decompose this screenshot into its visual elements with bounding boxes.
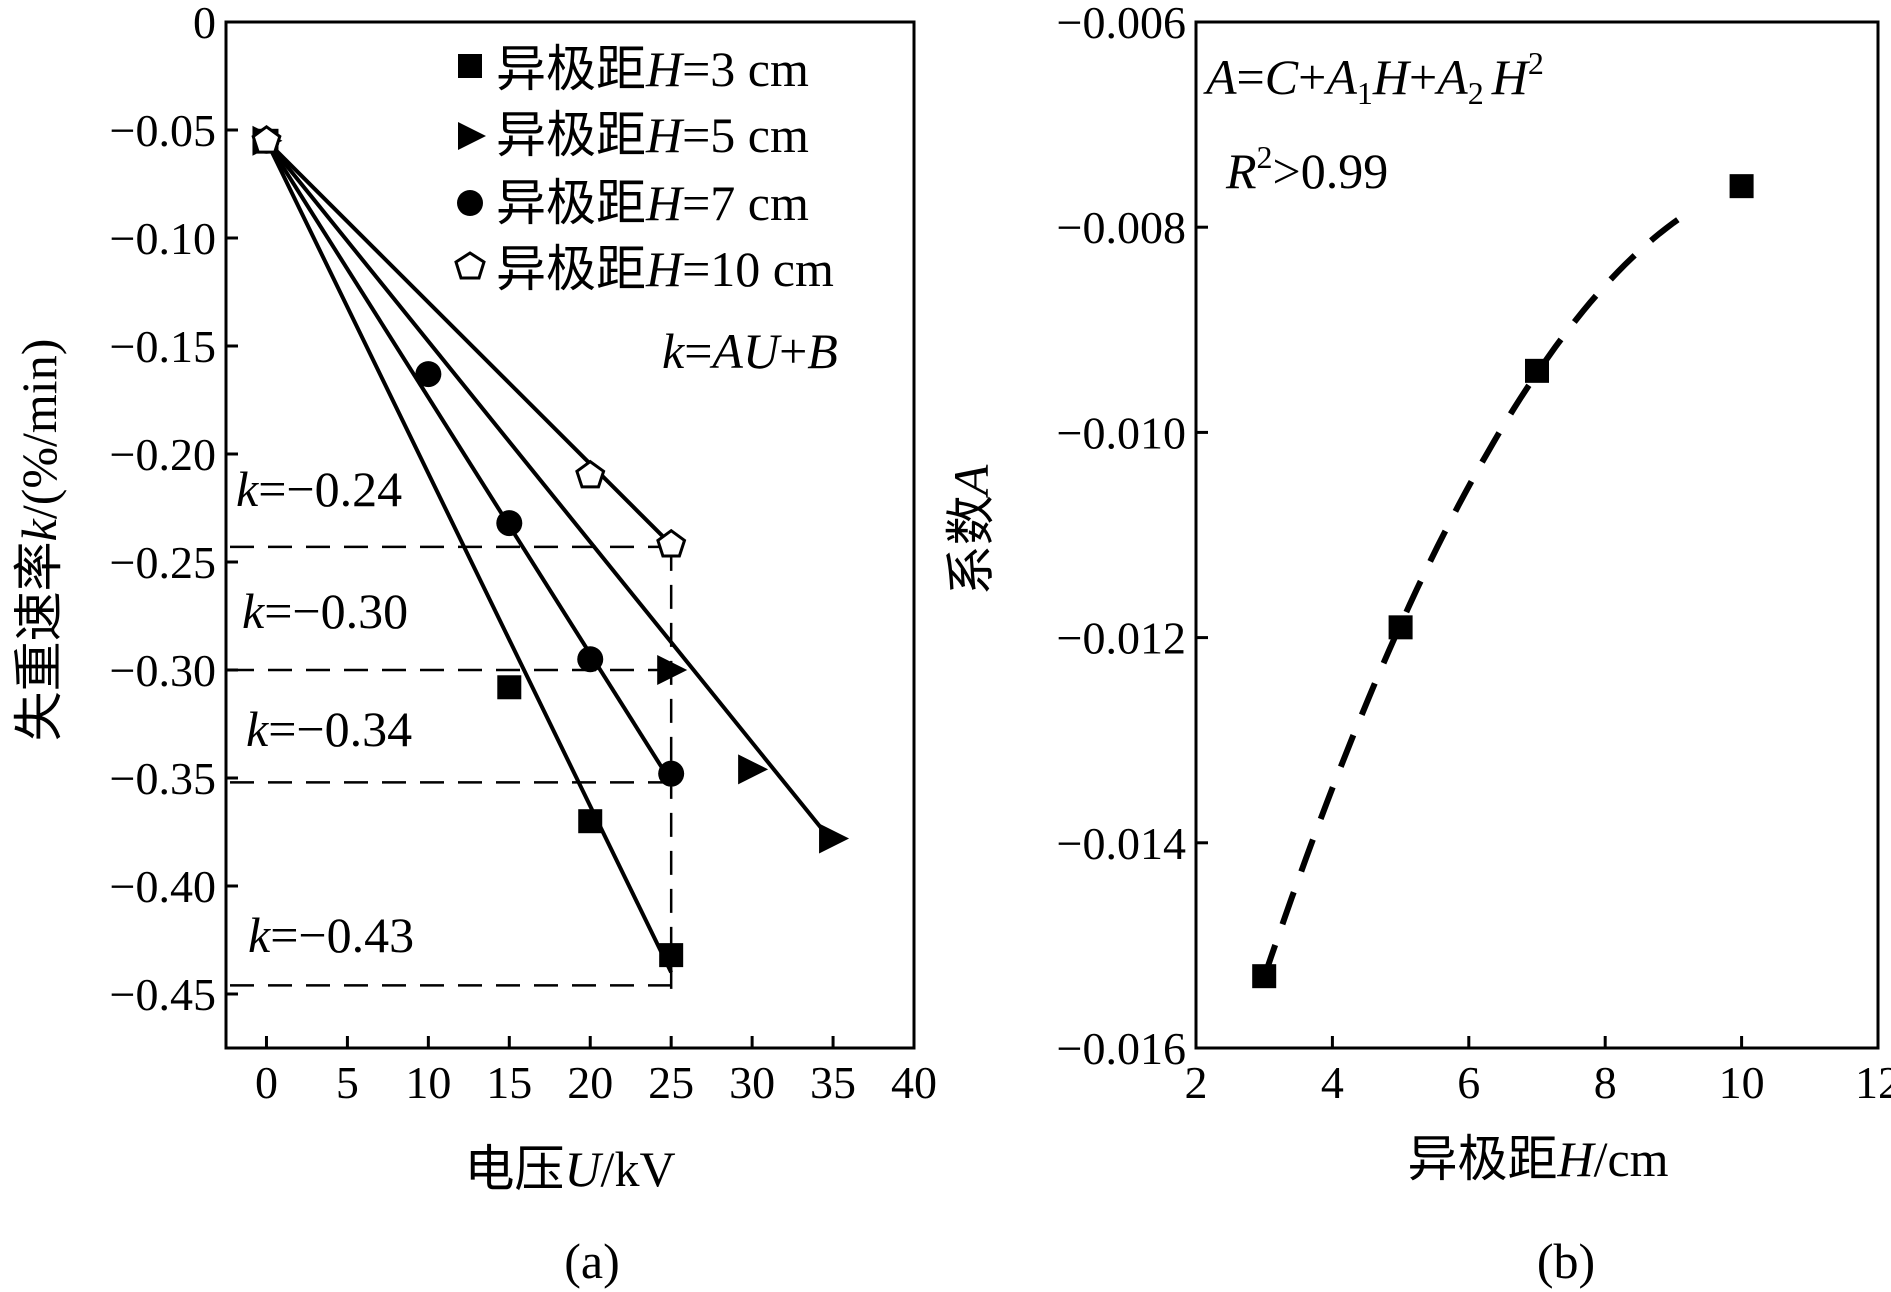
- panel-a-x-label: 电压U/kV: [464, 1141, 675, 1197]
- data-point-pentagon: [575, 459, 606, 489]
- data-point-square: [1525, 358, 1549, 383]
- a-y-tick-label: −0.15: [110, 321, 216, 372]
- panel-a-ticks: 0 5 10 15 20 25 30 35 40 0 −0.05 −0.10 −0.15 −0.20 −0.…: [110, 0, 937, 1108]
- data-point-pentagon: [251, 124, 282, 154]
- data-point-square: [1388, 615, 1413, 640]
- a-x-tick-label: 0: [255, 1057, 278, 1108]
- b-x-tick-label: 8: [1594, 1057, 1617, 1108]
- a-y-tick-label: −0.40: [110, 861, 216, 912]
- k-label-043: k=−0.43: [248, 907, 414, 963]
- a-y-tick-label: −0.05: [110, 105, 216, 156]
- panel-b-fit-line: [1261, 215, 1682, 979]
- a-y-tick-label: −0.10: [110, 213, 216, 264]
- panel-b-caption: (b): [1537, 1233, 1595, 1289]
- panel-b-y-label: 系数A: [943, 464, 999, 595]
- b-y-tick-label: −0.010: [1057, 407, 1186, 458]
- fit-line: [264, 139, 835, 845]
- panel-b-frame: [1194, 20, 1880, 1050]
- legend-entry-h7: 异极距H=7 cm: [496, 175, 809, 231]
- legend-marker-square: [458, 54, 482, 78]
- panel-a-frame: [224, 20, 916, 1050]
- data-point-triangle-right: [657, 655, 688, 685]
- a-x-tick-label: 10: [405, 1057, 451, 1108]
- b-y-tick-label: −0.006: [1057, 0, 1186, 48]
- data-point-circle: [577, 646, 604, 673]
- a-x-tick-label: 40: [891, 1057, 937, 1108]
- b-x-tick-label: 4: [1321, 1057, 1344, 1108]
- b-x-tick-label: 12: [1855, 1057, 1891, 1108]
- panel-a-fit-lines: [264, 139, 835, 974]
- fit-line: [265, 139, 673, 547]
- data-point-square: [497, 675, 522, 700]
- formula-k-au-b: k=AU+B: [662, 323, 838, 379]
- legend-entry-h5: 异极距H=5 cm: [496, 107, 809, 163]
- panel-a-caption: (a): [564, 1233, 620, 1289]
- k-label-030: k=−0.30: [242, 583, 408, 639]
- a-y-tick-label: −0.35: [110, 753, 216, 804]
- data-point-pentagon: [656, 528, 687, 558]
- data-point-triangle-right: [819, 823, 850, 854]
- b-x-tick-label: 6: [1457, 1057, 1480, 1108]
- data-point-square: [1252, 964, 1277, 989]
- panel-b-markers: [1252, 174, 1754, 989]
- quadratic-fit-curve: [1261, 215, 1682, 979]
- b-x-tick-label: 10: [1719, 1057, 1765, 1108]
- a-x-tick-label: 35: [810, 1057, 856, 1108]
- a-y-tick-label: −0.30: [110, 645, 216, 696]
- a-y-tick-label: −0.25: [110, 537, 216, 588]
- data-point-square: [578, 809, 603, 834]
- k-label-034: k=−0.34: [246, 701, 412, 757]
- fit-line: [264, 139, 673, 784]
- b-y-tick-label: −0.014: [1057, 818, 1186, 869]
- data-point-square: [1729, 174, 1754, 199]
- a-x-tick-label: 20: [567, 1057, 613, 1108]
- fit-line: [264, 139, 673, 974]
- a-y-tick-label: −0.45: [110, 969, 216, 1020]
- b-y-tick-label: −0.012: [1057, 613, 1186, 664]
- equation-a: A=C+A1H+A2 H2: [1203, 45, 1544, 111]
- a-x-tick-label: 30: [729, 1057, 775, 1108]
- a-y-tick-label: −0.20: [110, 429, 216, 480]
- a-x-tick-label: 15: [486, 1057, 532, 1108]
- data-point-square: [659, 943, 684, 968]
- b-y-tick-label: −0.016: [1057, 1023, 1186, 1074]
- panel-b-ticks: 2 4 6 8 10 12 −0.006 −0.008 −0.010 −0.012 −0.014 −0…: [1057, 0, 1891, 1108]
- data-point-circle: [415, 361, 442, 388]
- legend: 异极距H=3 cm 异极距H=5 cm 异极距H=7 cm 异极距H=10 cm: [454, 41, 834, 297]
- b-y-tick-label: −0.008: [1057, 202, 1186, 253]
- legend-marker-triangle: [458, 122, 486, 150]
- data-point-circle: [496, 510, 523, 537]
- panel-a-y-label: 失重速率k/(%/min): [11, 339, 67, 742]
- a-y-tick-label: 0: [193, 0, 216, 48]
- r-squared: R2>0.99: [1225, 139, 1388, 199]
- legend-marker-circle: [457, 190, 483, 216]
- panel-a-markers: [251, 124, 850, 968]
- data-point-triangle-right: [738, 754, 769, 785]
- b-x-tick-label: 2: [1185, 1057, 1208, 1108]
- legend-marker-pentagon: [454, 251, 486, 280]
- k-label-024: k=−0.24: [236, 461, 402, 517]
- legend-entry-h3: 异极距H=3 cm: [496, 41, 809, 97]
- data-point-circle: [658, 760, 685, 787]
- legend-entry-h10: 异极距H=10 cm: [496, 241, 834, 297]
- a-x-tick-label: 25: [648, 1057, 694, 1108]
- panel-a: 0 5 10 15 20 25 30 35 40 0 −0.05 −0.10 −0.15 −0.20 −0.…: [11, 0, 937, 1289]
- a-x-tick-label: 5: [336, 1057, 359, 1108]
- panel-b-x-label: 异极距H/cm: [1407, 1131, 1668, 1187]
- panel-b: 2 4 6 8 10 12 −0.006 −0.008 −0.010 −0.012 −0.014 −0…: [943, 0, 1891, 1289]
